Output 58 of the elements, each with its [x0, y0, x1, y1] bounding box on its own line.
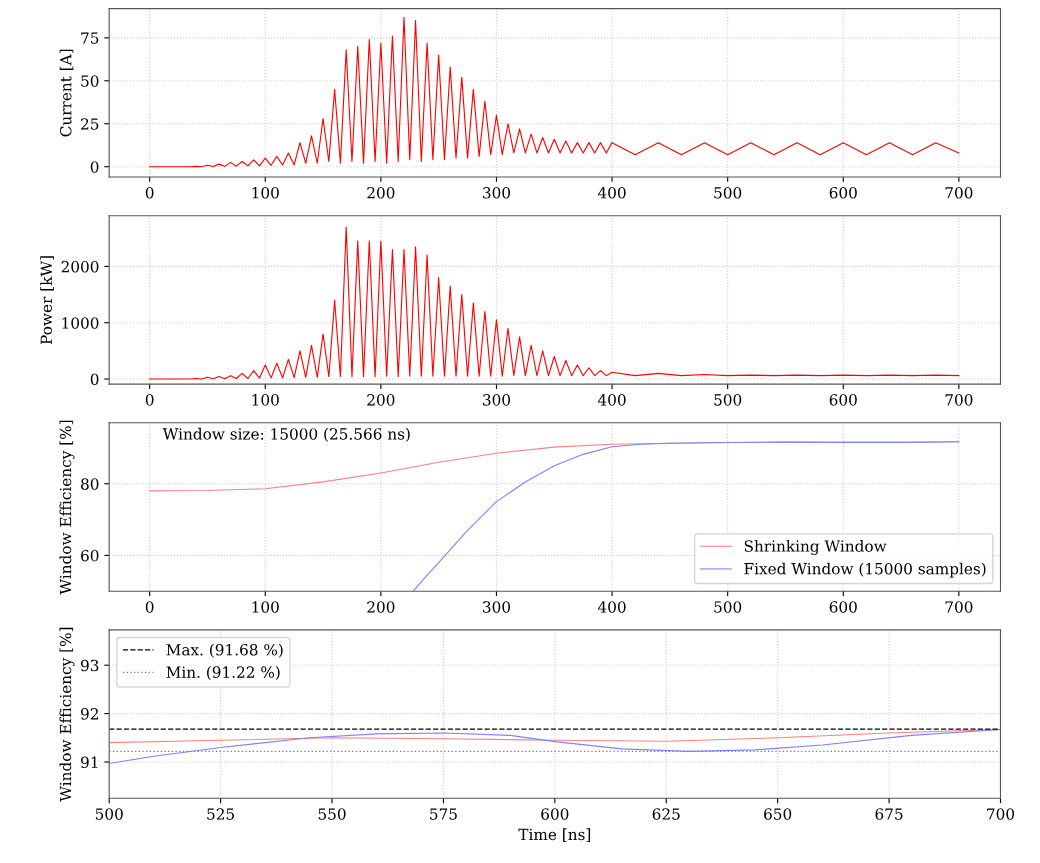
y-tick-label: 75: [81, 32, 99, 44]
y-tick-label: 92: [81, 708, 98, 720]
y-tick-label: 93: [81, 659, 99, 672]
x-tick-label: 700: [945, 601, 973, 613]
x-tick-label: 0: [145, 601, 154, 613]
x-tick-label: 300: [483, 601, 511, 613]
x-tick-label: 525: [207, 808, 235, 820]
y-axis-title: Current [A]: [59, 49, 74, 137]
legend-label: Min. (91.22 %): [166, 666, 280, 681]
x-tick-label: 575: [430, 808, 457, 820]
x-tick-label: 0: [145, 394, 154, 406]
y-tick-label: 0: [90, 161, 99, 173]
x-tick-label: 400: [597, 601, 626, 613]
x-tick-label: 600: [829, 601, 857, 613]
x-tick-label: 700: [987, 808, 1015, 820]
y-tick-label: 2000: [61, 260, 99, 273]
y-tick-label: 91: [81, 756, 98, 769]
y-axis-title: Window Efficiency [%]: [59, 420, 75, 595]
y-tick-label: 50: [81, 75, 99, 87]
x-tick-label: 625: [652, 808, 680, 820]
x-tick-label: 200: [367, 394, 395, 406]
x-tick-label: 0: [145, 186, 154, 199]
x-tick-label: 700: [945, 394, 973, 406]
x-tick-label: 500: [714, 394, 742, 406]
x-tick-label: 500: [95, 808, 123, 820]
x-tick-label: 200: [367, 186, 395, 199]
x-tick-label: 300: [483, 186, 511, 199]
line-series: [149, 16, 960, 168]
annotation: Window size: 15000 (25.566 ns): [162, 427, 410, 442]
y-tick-label: 60: [81, 549, 99, 562]
y-tick-label: 80: [81, 478, 99, 490]
x-tick-label: 100: [252, 186, 279, 199]
y-tick-label: 1000: [62, 317, 99, 329]
x-tick-label: 550: [318, 808, 346, 820]
x-tick-label: 100: [252, 601, 279, 613]
x-tick-label: 600: [541, 808, 569, 820]
y-tick-label: 25: [81, 118, 99, 130]
line-series: [149, 226, 960, 380]
x-tick-label: 600: [829, 186, 857, 199]
legend-label: Shrinking Window: [744, 540, 887, 556]
x-tick-label: 400: [597, 394, 626, 406]
x-tick-label: 200: [367, 601, 395, 613]
y-axis-title: Power [kW]: [40, 256, 54, 345]
x-tick-label: 650: [764, 808, 792, 820]
x-tick-label: 600: [829, 394, 857, 406]
x-tick-label: 500: [714, 186, 742, 199]
x-tick-label: 500: [714, 601, 742, 613]
x-tick-label: 400: [597, 186, 626, 199]
y-tick-label: 0: [90, 373, 99, 386]
x-tick-label: 675: [875, 808, 903, 820]
line-series: [109, 729, 1001, 764]
x-tick-label: 700: [945, 186, 973, 199]
x-tick-label: 300: [483, 394, 511, 406]
legend-label: Max. (91.68 %): [166, 643, 283, 658]
x-tick-label: 100: [252, 394, 279, 406]
legend-label: Fixed Window (15000 samples): [744, 562, 986, 578]
x-axis-title: Time [ns]: [518, 828, 591, 842]
y-axis-title: Window Efficiency [%]: [59, 627, 75, 802]
